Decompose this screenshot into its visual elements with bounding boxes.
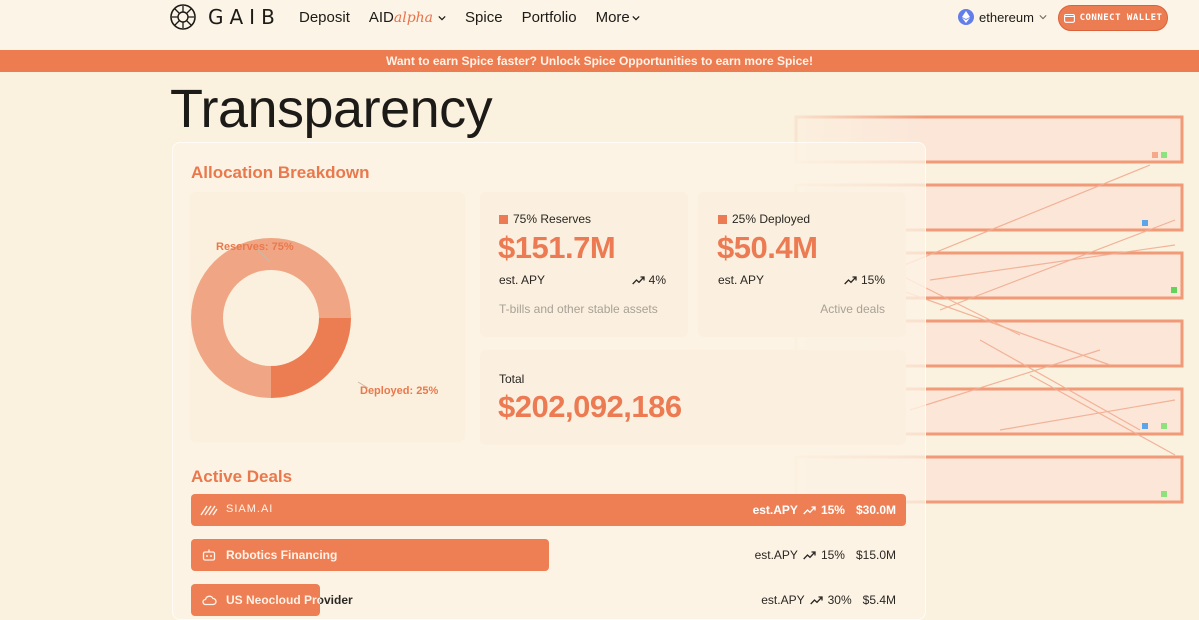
cloud-icon — [202, 595, 217, 606]
nav-spice-label: Spice — [465, 9, 503, 26]
reserves-swatch — [499, 214, 508, 224]
wallet-icon — [1063, 13, 1075, 23]
deal-name-us-neocloud-provider-text: US Neocloud Provider — [226, 593, 353, 607]
top-nav-bar: GAIB Deposit AID alpha Spice Portfolio M… — [0, 0, 1199, 50]
connect-wallet-label: CONNECT WALLET — [1079, 13, 1163, 23]
deployed-swatch — [718, 214, 727, 224]
main-nav: Deposit AID alpha Spice Portfolio More — [299, 9, 659, 26]
reserves-apy: 4% — [631, 273, 666, 287]
nav-more[interactable]: More — [596, 9, 640, 26]
deployed-apy-value: 15% — [860, 273, 885, 287]
reserves-leader-line — [257, 249, 271, 263]
deployed-description: Active deals — [820, 302, 885, 316]
total-panel: Total $202,092,186 — [480, 350, 906, 445]
deal-apy-value: 15% — [820, 548, 845, 562]
donut-label-deployed: Deployed: 25% — [360, 385, 438, 397]
network-selector[interactable]: ethereum — [958, 9, 1047, 25]
deal-row-siam-ai[interactable]: SIAM.AI est.APY 15% $30.0M — [191, 494, 906, 526]
reserves-legend-label: 75% Reserves — [513, 212, 592, 226]
reserves-panel: 75% Reserves $151.7M est. APY 4% T-bills… — [480, 192, 688, 337]
deal-amount: $30.0M — [855, 503, 896, 517]
deal-apy-label: est.APY — [754, 548, 798, 562]
nav-aid-alpha-suffix: alpha — [393, 9, 434, 26]
deployed-panel: 25% Deployed $50.4M est. APY 15% Active … — [698, 192, 906, 337]
trending-up-icon — [803, 505, 816, 514]
deal-name-us-neocloud-provider: US Neocloud Provider — [226, 593, 353, 607]
robot-icon — [202, 549, 216, 561]
deal-name-robotics-financing: Robotics Financing — [226, 548, 338, 562]
total-label: Total — [499, 372, 525, 386]
gaib-logo[interactable]: GAIB — [170, 4, 281, 30]
allocation-title: Allocation Breakdown — [191, 163, 370, 182]
nav-portfolio-label: Portfolio — [521, 9, 577, 26]
deal-apy-label: est.APY — [761, 593, 805, 607]
nav-aid-alpha[interactable]: AID alpha — [369, 9, 446, 26]
donut-segment-deployed[interactable] — [271, 318, 351, 398]
deal-apy-label: est.APY — [752, 503, 798, 517]
network-name: ethereum — [979, 9, 1034, 25]
trending-up-icon — [844, 275, 857, 284]
nav-spice[interactable]: Spice — [465, 9, 503, 26]
logo-text: GAIB — [208, 5, 281, 29]
promo-banner[interactable]: Want to earn Spice faster? Unlock Spice … — [0, 50, 1199, 72]
connect-wallet-button[interactable]: CONNECT WALLET — [1058, 5, 1168, 31]
chevron-down-icon — [632, 15, 640, 20]
trending-up-icon — [809, 595, 823, 604]
reserves-apy-label: est. APY — [499, 273, 546, 287]
active-deals-title: Active Deals — [191, 467, 293, 486]
deployed-legend: 25% Deployed — [718, 212, 810, 226]
deal-bar-siam-ai — [191, 494, 906, 526]
deployed-apy: 15% — [844, 273, 885, 287]
donut-label-reserves: Reserves: 75% — [216, 241, 294, 253]
nav-deposit-label: Deposit — [299, 9, 350, 26]
reserves-legend: 75% Reserves — [499, 212, 591, 226]
deal-bar-us-neocloud-provider — [191, 584, 320, 616]
ethereum-icon — [958, 9, 974, 25]
reserves-description: T-bills and other stable assets — [499, 302, 658, 316]
deal-stats-us-neocloud-provider: est.APY 30% $5.4M — [761, 593, 896, 607]
reserves-apy-value: 4% — [648, 273, 666, 287]
trending-up-icon — [631, 275, 645, 284]
deal-amount: $15.0M — [855, 548, 896, 562]
deal-row-robotics-financing[interactable]: Robotics Financing est.APY 15% $15.0M — [191, 539, 906, 571]
deployed-legend-label: 25% Deployed — [732, 212, 811, 226]
nav-more-label: More — [595, 9, 630, 26]
gaib-logo-icon — [170, 4, 196, 30]
deal-stats-siam-ai: est.APY 15% $30.0M — [753, 503, 896, 517]
nav-aid-label: AID — [368, 9, 394, 26]
total-value: $202,092,186 — [498, 389, 682, 424]
deal-row-us-neocloud-provider[interactable]: US Neocloud Provider est.APY 30% $5.4M — [191, 584, 906, 616]
deal-apy-value: 15% — [820, 503, 845, 517]
promo-banner-text: Want to earn Spice faster? Unlock Spice … — [386, 54, 813, 68]
reserves-value: $151.7M — [498, 230, 616, 265]
nav-deposit[interactable]: Deposit — [299, 9, 350, 26]
page-title: Transparency — [170, 79, 493, 139]
deal-bar-robotics-financing — [191, 539, 549, 571]
chevron-down-icon — [1039, 15, 1047, 20]
deal-name-siam-ai: SIAM.AI — [226, 503, 274, 515]
deal-amount: $5.4M — [862, 593, 896, 607]
deal-stats-robotics-financing: est.APY 15% $15.0M — [755, 548, 896, 562]
deployed-leader-line — [357, 381, 369, 389]
donut-segment-reserves[interactable] — [191, 238, 351, 398]
allocation-donut-chart: Reserves: 75% Deployed: 25% — [191, 238, 438, 398]
deal-apy-value: 30% — [827, 593, 852, 607]
deployed-value: $50.4M — [717, 230, 818, 265]
trending-up-icon — [803, 550, 816, 559]
deployed-apy-label: est. APY — [718, 273, 765, 287]
allocation-donut-panel: Reserves: 75% Deployed: 25% — [190, 192, 465, 442]
chevron-down-icon — [438, 15, 446, 20]
siam-ai-logo-icon — [200, 505, 218, 516]
nav-portfolio[interactable]: Portfolio — [522, 9, 577, 26]
